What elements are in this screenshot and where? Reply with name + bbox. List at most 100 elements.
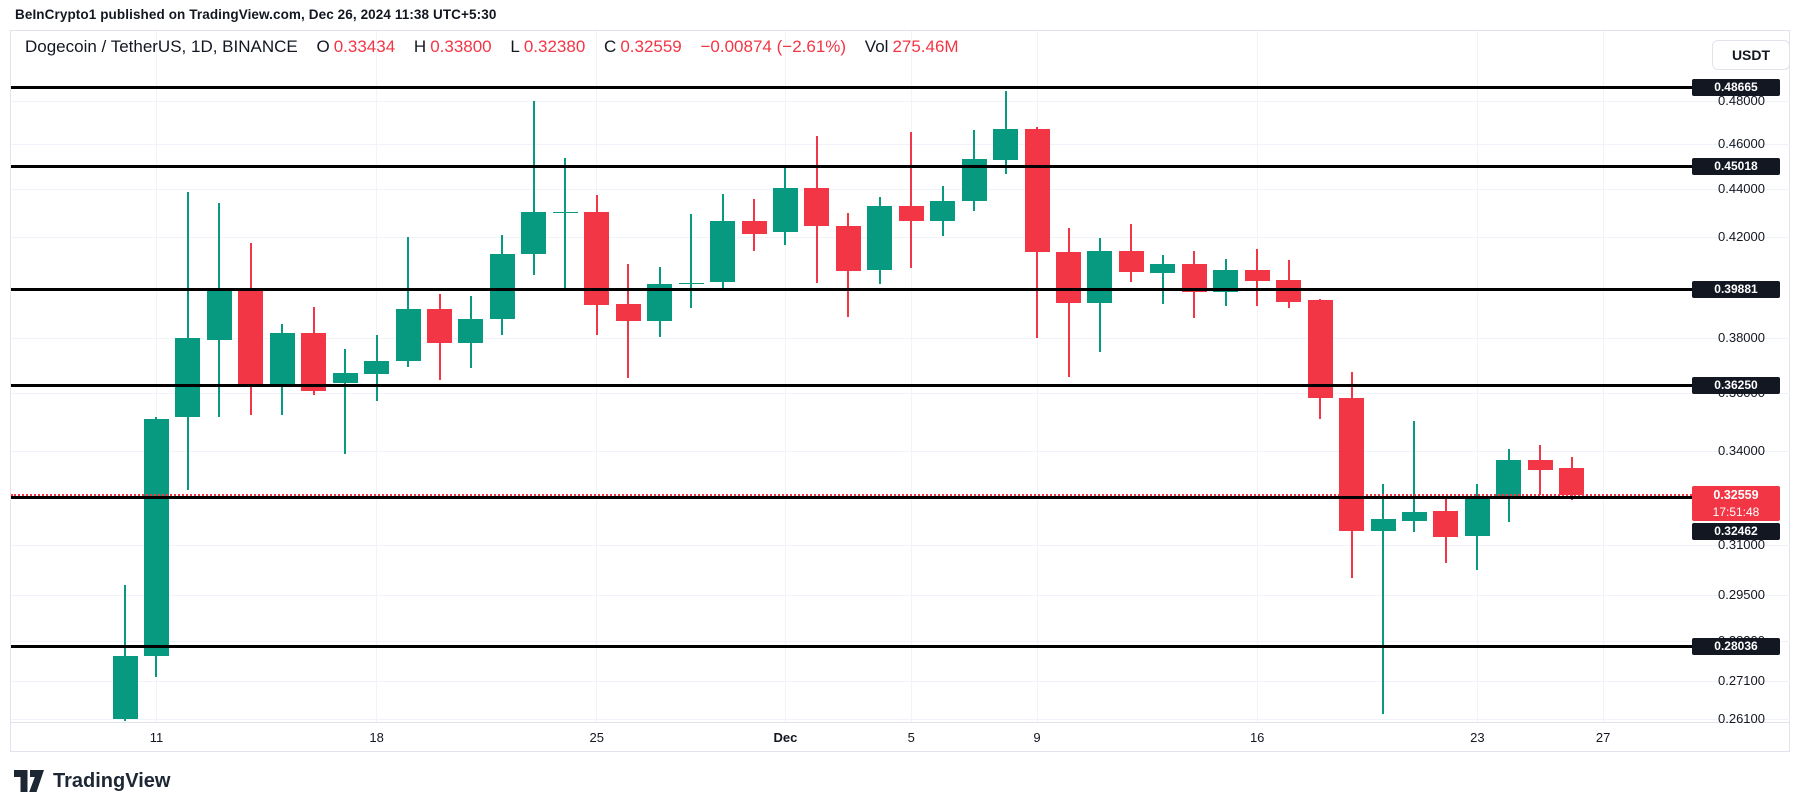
bar-close-countdown: 17:51:48 — [1712, 505, 1760, 520]
attribution-text: BeInCrypto1 published on TradingView.com… — [15, 7, 497, 22]
time-axis-label: 18 — [369, 730, 384, 745]
time-axis-label: 9 — [1033, 730, 1041, 745]
candle-body — [552, 211, 578, 214]
tradingview-logo[interactable]: TradingView — [14, 766, 170, 796]
candle-body — [175, 338, 201, 417]
candle-body — [678, 282, 704, 285]
time-axis-label: 27 — [1595, 730, 1611, 745]
legend-volume-value: 275.46M — [892, 37, 959, 56]
price-tick-label: 0.26100 — [1718, 711, 1765, 727]
time-axis-label: 25 — [589, 730, 604, 745]
price-tick-label: 0.27100 — [1718, 673, 1765, 689]
horizontal-gridline — [11, 595, 1790, 597]
legend-open-value: 0.33434 — [333, 37, 396, 56]
candle-body — [1056, 252, 1081, 304]
horizontal-gridline — [11, 101, 1790, 103]
candle-body — [835, 225, 861, 271]
price-level-line — [11, 85, 1692, 89]
candle-wick — [1382, 483, 1384, 715]
candle-wick — [407, 236, 410, 367]
candle-wick — [532, 100, 535, 276]
legend-close-label: C — [604, 37, 617, 56]
time-axis-separator — [10, 722, 1790, 723]
candle-wick — [1413, 420, 1416, 532]
time-axis-label: 11 — [149, 730, 164, 745]
horizontal-gridline — [11, 236, 1790, 238]
horizontal-gridline — [11, 640, 1790, 642]
horizontal-gridline — [11, 681, 1790, 683]
price-tick-label: 0.38000 — [1718, 330, 1765, 346]
current-price-value: 0.32559 — [1713, 488, 1759, 503]
candle-body — [1024, 129, 1050, 253]
vertical-gridline — [596, 31, 598, 722]
time-axis[interactable] — [10, 723, 1790, 752]
candle-body — [772, 187, 798, 232]
vertical-gridline — [1256, 31, 1258, 722]
candle-wick — [627, 263, 630, 378]
candle-body — [427, 309, 452, 344]
candle-body — [710, 221, 736, 282]
candle-body — [1244, 269, 1270, 281]
chart-legend: Dogecoin / TetherUS, 1D, BINANCE O 0.3343… — [25, 37, 963, 57]
price-tick-label: 0.48000 — [1718, 93, 1765, 109]
candle-body — [143, 418, 169, 656]
price-level-badge: 0.45018 — [1692, 157, 1780, 175]
candle-body — [395, 309, 421, 362]
price-level-line — [11, 164, 1692, 168]
candle-body — [930, 201, 956, 221]
candle-body — [741, 221, 767, 234]
candle-body — [584, 211, 610, 306]
candle-body — [1559, 467, 1585, 495]
price-tick-label: 0.29500 — [1718, 587, 1765, 603]
candle-body — [1307, 300, 1333, 399]
candle-body — [993, 129, 1019, 160]
horizontal-gridline — [11, 144, 1790, 146]
legend-high-value: 0.33800 — [430, 37, 492, 56]
vertical-gridline — [784, 31, 786, 722]
candle-body — [301, 332, 327, 392]
candle-body — [489, 253, 515, 320]
price-level-badge: 0.36250 — [1692, 377, 1780, 395]
price-level-badge: 0.48665 — [1692, 78, 1780, 96]
time-axis-label: 5 — [907, 730, 915, 745]
current-price-badge: 0.32559 17:51:48 — [1692, 486, 1780, 522]
candle-body — [1496, 460, 1522, 498]
candle-body — [269, 332, 295, 386]
legend-close-value: 0.32559 — [620, 37, 682, 56]
candle-body — [1370, 519, 1396, 532]
legend-change-value: −0.00874 (−2.61%) — [700, 37, 847, 56]
horizontal-gridline — [11, 189, 1790, 191]
candle-body — [1464, 497, 1490, 536]
legend-symbol: Dogecoin / TetherUS, 1D, BINANCE — [25, 37, 298, 56]
candle-body — [1213, 269, 1239, 293]
candle-body — [1401, 511, 1427, 522]
vertical-gridline — [910, 31, 912, 722]
candle-body — [1150, 264, 1176, 274]
candle-body — [112, 655, 138, 720]
price-level-line — [11, 384, 1692, 388]
candle-body — [615, 303, 641, 321]
price-tick-label: 0.42000 — [1718, 228, 1765, 244]
candle-body — [1276, 280, 1302, 303]
horizontal-gridline — [11, 544, 1790, 546]
candle-wick — [344, 349, 347, 454]
candle-body — [1339, 398, 1365, 532]
currency-toggle-button[interactable]: USDT — [1712, 40, 1790, 70]
candle-body — [364, 361, 390, 374]
legend-low-label: L — [510, 37, 520, 56]
candle-body — [458, 319, 484, 344]
candle-wick — [910, 131, 913, 269]
candle-body — [804, 187, 830, 226]
legend-open-label: O — [316, 37, 330, 56]
horizontal-gridline — [11, 338, 1790, 340]
vertical-gridline — [1036, 31, 1038, 722]
legend-low-value: 0.32380 — [523, 37, 586, 56]
time-axis-label: 16 — [1249, 730, 1265, 745]
price-tick-label: 0.44000 — [1718, 181, 1765, 197]
candle-body — [1087, 251, 1113, 304]
price-level-line — [11, 645, 1692, 649]
candle-body — [238, 289, 264, 386]
horizontal-gridline — [11, 450, 1790, 452]
